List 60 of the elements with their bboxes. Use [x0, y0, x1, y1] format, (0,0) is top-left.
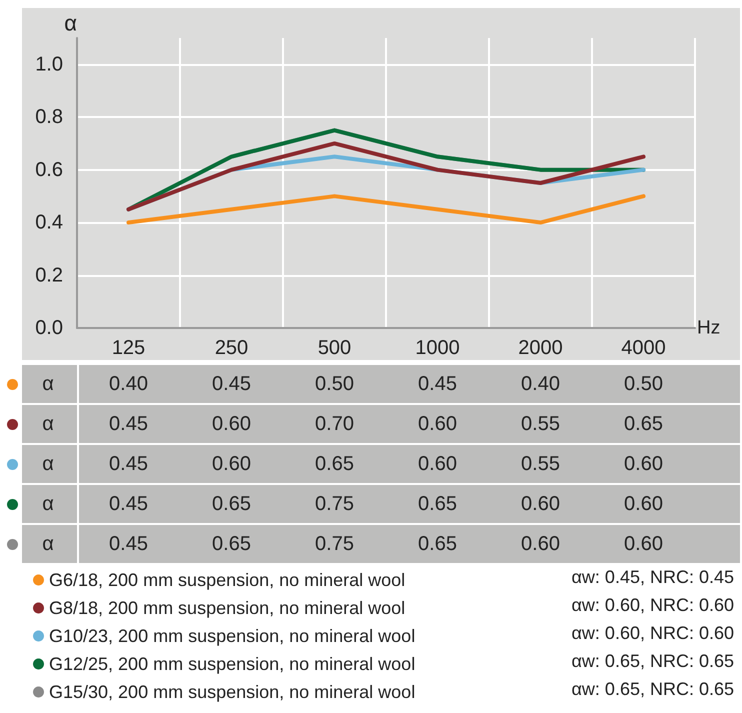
data-label: 0.60 — [521, 532, 560, 557]
text: α — [42, 493, 54, 515]
text: αw: 0.65, NRC: 0.65 — [572, 679, 734, 699]
data-label: 0.45 — [418, 372, 457, 397]
legend-label: G15/30, 200 mm suspension, no mineral wool — [49, 682, 416, 702]
data-label: 0.75 — [315, 532, 354, 557]
y-tick-label: 0.8 — [35, 106, 63, 128]
x-axis-title: Hz — [697, 318, 720, 338]
data-label: 0.50 — [624, 372, 663, 397]
data-label: 0.40 — [521, 372, 560, 397]
data-label: 0.65 — [212, 532, 251, 557]
data-label: 0.65 — [418, 532, 457, 557]
legend-label: G12/25, 200 mm suspension, no mineral wool — [49, 654, 416, 674]
data-label: 0.55 — [521, 412, 560, 437]
data-label: 0.60 — [521, 492, 560, 517]
y-axis-title: α — [64, 10, 78, 36]
x-tick-label: 125 — [112, 337, 146, 359]
text: α — [42, 413, 54, 435]
y-tick-label: 1.0 — [35, 53, 63, 76]
text: α — [42, 453, 54, 475]
x-tick-label: 4000 — [621, 337, 666, 359]
data-label: 0.65 — [315, 452, 354, 477]
data-label: 0.75 — [315, 492, 354, 517]
line-series — [126, 141, 646, 212]
legend-label: G6/18, 200 mm suspension, no mineral wool — [49, 570, 406, 590]
data-label: 0.60 — [212, 452, 251, 477]
y-tick-label: 0.0 — [35, 317, 63, 339]
text: αw: 0.45, NRC: 0.45 — [572, 567, 734, 587]
x-tick-label: 2000 — [518, 337, 563, 359]
data-label: 0.60 — [418, 452, 457, 477]
text: αw: 0.60, NRC: 0.60 — [572, 595, 734, 615]
data-label: 0.70 — [315, 412, 354, 437]
x-tick-label: 250 — [214, 337, 248, 359]
data-label: 0.65 — [418, 492, 457, 517]
data-label: 0.40 — [109, 372, 148, 397]
legend-label: G10/23, 200 mm suspension, no mineral wool — [49, 626, 416, 646]
data-label: 0.65 — [212, 492, 251, 517]
data-label: 0.45 — [109, 452, 148, 477]
data-label: 0.45 — [109, 492, 148, 517]
data-label: 0.60 — [212, 412, 251, 437]
legend-label: G8/18, 200 mm suspension, no mineral wool — [49, 598, 406, 618]
x-tick-label: 500 — [318, 337, 352, 359]
text: αw: 0.65, NRC: 0.65 — [572, 651, 734, 671]
data-label: 0.65 — [624, 412, 663, 437]
data-label: 0.50 — [315, 372, 354, 397]
text: αw: 0.60, NRC: 0.60 — [572, 623, 734, 643]
data-label: 0.55 — [521, 452, 560, 477]
data-label: 0.60 — [624, 532, 663, 557]
data-label: 0.60 — [418, 412, 457, 437]
data-label: 0.45 — [109, 532, 148, 557]
y-tick-label: 0.2 — [35, 264, 63, 286]
data-label: 0.45 — [109, 412, 148, 437]
y-tick-label: 0.6 — [35, 158, 63, 181]
data-label: 0.45 — [212, 372, 251, 397]
data-label: 0.60 — [624, 452, 663, 477]
text: α — [42, 373, 54, 395]
text: α — [42, 533, 54, 555]
y-tick-label: 0.4 — [35, 212, 63, 234]
data-label: 0.60 — [624, 492, 663, 517]
x-tick-label: 1000 — [415, 337, 460, 359]
